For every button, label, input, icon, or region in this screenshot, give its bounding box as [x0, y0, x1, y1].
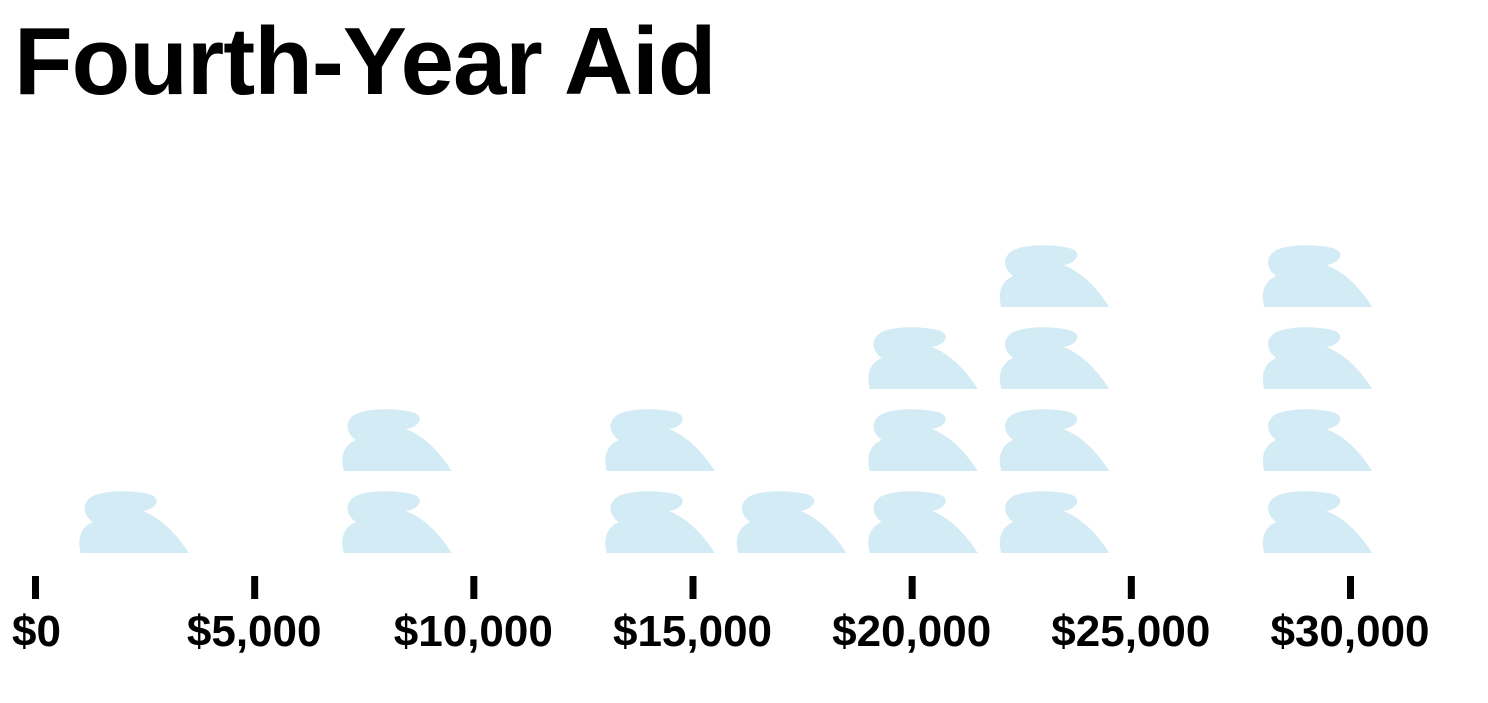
x-tick-mark — [1347, 576, 1354, 599]
icon-marks — [79, 245, 1373, 553]
x-tick-label: $30,000 — [1270, 607, 1429, 656]
aid-unit-icon — [1262, 327, 1373, 389]
aid-unit-icon — [605, 491, 715, 553]
x-tick-label: $10,000 — [394, 607, 553, 656]
aid-unit-icon — [999, 245, 1110, 307]
chart-title: Fourth-Year Aid — [14, 8, 716, 115]
aid-unit-icon — [342, 491, 452, 553]
aid-unit-icon — [1262, 491, 1373, 553]
aid-unit-icon — [868, 491, 978, 553]
aid-unit-icon — [1262, 409, 1373, 471]
aid-unit-icon — [342, 409, 452, 471]
x-tick-mark — [470, 576, 478, 599]
aid-unit-icon — [999, 409, 1110, 471]
aid-unit-icon — [868, 409, 978, 471]
x-tick-label: $20,000 — [832, 607, 991, 656]
x-tick-label: $25,000 — [1051, 607, 1210, 656]
x-tick-mark — [32, 576, 39, 599]
aid-unit-icon — [868, 327, 978, 389]
x-tick-label: $5,000 — [187, 607, 322, 656]
aid-unit-icon — [605, 409, 715, 471]
aid-unit-icon — [999, 491, 1110, 553]
x-tick-mark — [689, 576, 697, 599]
aid-unit-icon — [79, 491, 189, 553]
x-tick-mark — [1127, 576, 1135, 599]
x-tick-label: $15,000 — [613, 607, 772, 656]
x-tick-mark — [908, 576, 916, 599]
x-axis: $0 $5,000 $10,000 $15,000 $20,000 $25,000 $30,… — [12, 576, 1430, 656]
x-tick-label: $0 — [12, 607, 61, 656]
x-tick-mark — [251, 576, 259, 599]
aid-unit-icon — [1262, 245, 1373, 307]
aid-unit-icon — [999, 327, 1110, 389]
aid-unit-icon — [736, 491, 847, 553]
